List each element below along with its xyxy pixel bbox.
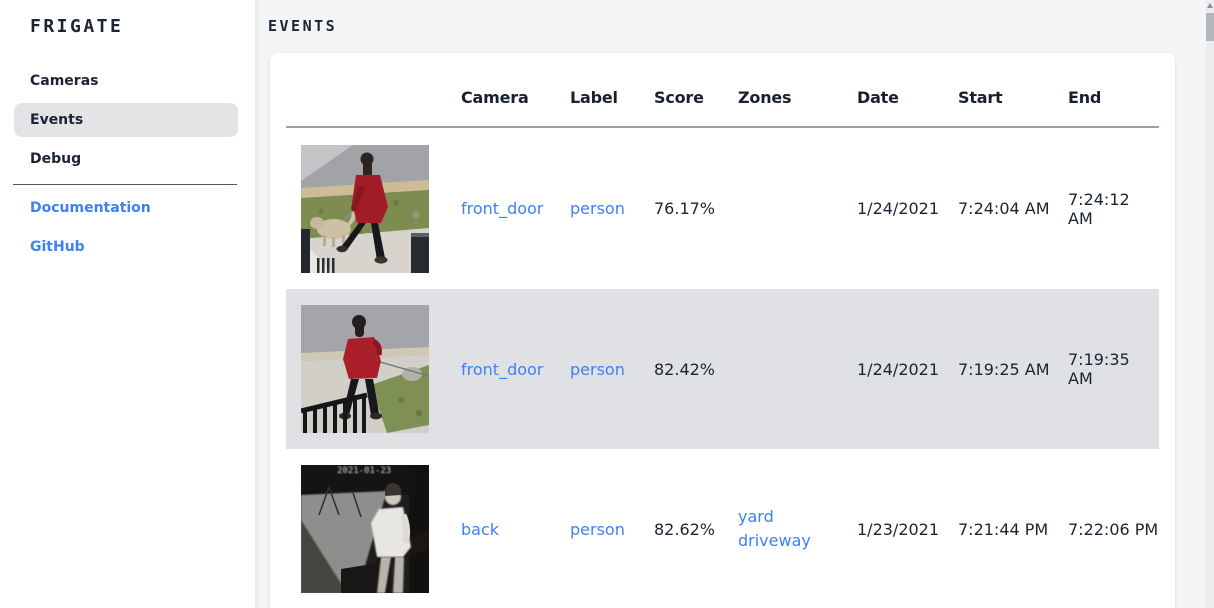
thumbnail-timestamp-overlay: 2021-01-23 xyxy=(337,466,391,476)
score-cell: 82.42% xyxy=(654,359,716,379)
column-header-zones: Zones xyxy=(738,88,792,107)
scroll-up-arrow-icon[interactable] xyxy=(1207,3,1213,8)
column-header-start: Start xyxy=(958,88,1003,107)
column-header-end: End xyxy=(1068,88,1102,107)
event-row[interactable]: 2021-01-23 back person 82.62% yard drive… xyxy=(286,449,1159,608)
date-cell: 1/24/2021 xyxy=(857,359,940,379)
score-cell: 76.17% xyxy=(654,199,716,218)
label-cell: person xyxy=(570,520,654,539)
start-cell: 7:24:04 AM xyxy=(958,199,1050,218)
camera-link[interactable]: front_door xyxy=(461,359,544,379)
start-cell: 7:21:44 PM xyxy=(958,519,1049,539)
app-logo: FRIGATE xyxy=(30,16,124,37)
event-thumbnail[interactable]: 2021-01-23 xyxy=(301,465,429,593)
camera-cell: front_door xyxy=(461,199,570,218)
end-cell: 7:24:12 AM xyxy=(1068,189,1130,228)
page-title: EVENTS xyxy=(268,17,338,35)
sidebar: FRIGATE Cameras Events Debug Documentati… xyxy=(0,0,255,608)
label-cell: person xyxy=(570,360,654,379)
label-cell: person xyxy=(570,199,654,218)
zones-cell: yard driveway xyxy=(738,505,857,553)
events-page: EVENTS Camera Label Score Zones Date Sta… xyxy=(255,0,1206,608)
camera-link[interactable]: front_door xyxy=(461,199,544,218)
column-header-camera: Camera xyxy=(461,88,529,107)
event-row[interactable]: front_door person 82.42% 1/24/2021 7:19:… xyxy=(286,289,1159,449)
start-cell: 7:19:25 AM xyxy=(958,359,1050,379)
thumbnail-cell xyxy=(286,144,461,273)
column-header-label: Label xyxy=(570,88,618,107)
end-cell: 7:22:06 PM xyxy=(1068,519,1159,539)
column-header-score: Score xyxy=(654,88,704,107)
sidebar-link-documentation[interactable]: Documentation xyxy=(30,200,151,216)
label-link[interactable]: person xyxy=(570,359,625,379)
sidebar-divider xyxy=(13,184,237,185)
sidebar-item-debug[interactable]: Debug xyxy=(30,151,82,167)
sidebar-item-events[interactable]: Events xyxy=(14,103,238,137)
event-thumbnail[interactable] xyxy=(301,305,429,433)
camera-cell: front_door xyxy=(461,360,570,379)
date-cell: 1/24/2021 xyxy=(857,199,940,218)
zone-link-yard[interactable]: yard xyxy=(738,507,774,526)
event-row[interactable]: front_door person 76.17% 1/24/2021 7:24:… xyxy=(286,128,1159,289)
scrollbar[interactable] xyxy=(1206,0,1214,608)
zone-link-driveway[interactable]: driveway xyxy=(738,531,811,550)
sidebar-nav: Cameras Events Debug xyxy=(0,64,255,176)
score-cell: 82.62% xyxy=(654,519,716,539)
sidebar-external-links: Documentation GitHub xyxy=(0,191,255,264)
camera-link[interactable]: back xyxy=(461,519,500,539)
column-header-date: Date xyxy=(857,88,899,107)
date-cell: 1/23/2021 xyxy=(857,519,940,539)
thumbnail-cell xyxy=(286,305,461,433)
sidebar-item-cameras[interactable]: Cameras xyxy=(30,73,99,89)
end-cell: 7:19:35 AM xyxy=(1068,350,1130,388)
scrollbar-thumb[interactable] xyxy=(1206,13,1214,41)
sidebar-link-github[interactable]: GitHub xyxy=(30,239,85,255)
label-link[interactable]: person xyxy=(570,199,625,218)
camera-cell: back xyxy=(461,520,570,539)
table-header-divider xyxy=(286,126,1159,128)
events-table-card: Camera Label Score Zones Date Start End xyxy=(270,53,1175,608)
thumbnail-cell: 2021-01-23 xyxy=(286,465,461,593)
event-thumbnail[interactable] xyxy=(301,144,429,273)
table-header-row: Camera Label Score Zones Date Start End xyxy=(286,53,1159,126)
label-link[interactable]: person xyxy=(570,519,625,539)
